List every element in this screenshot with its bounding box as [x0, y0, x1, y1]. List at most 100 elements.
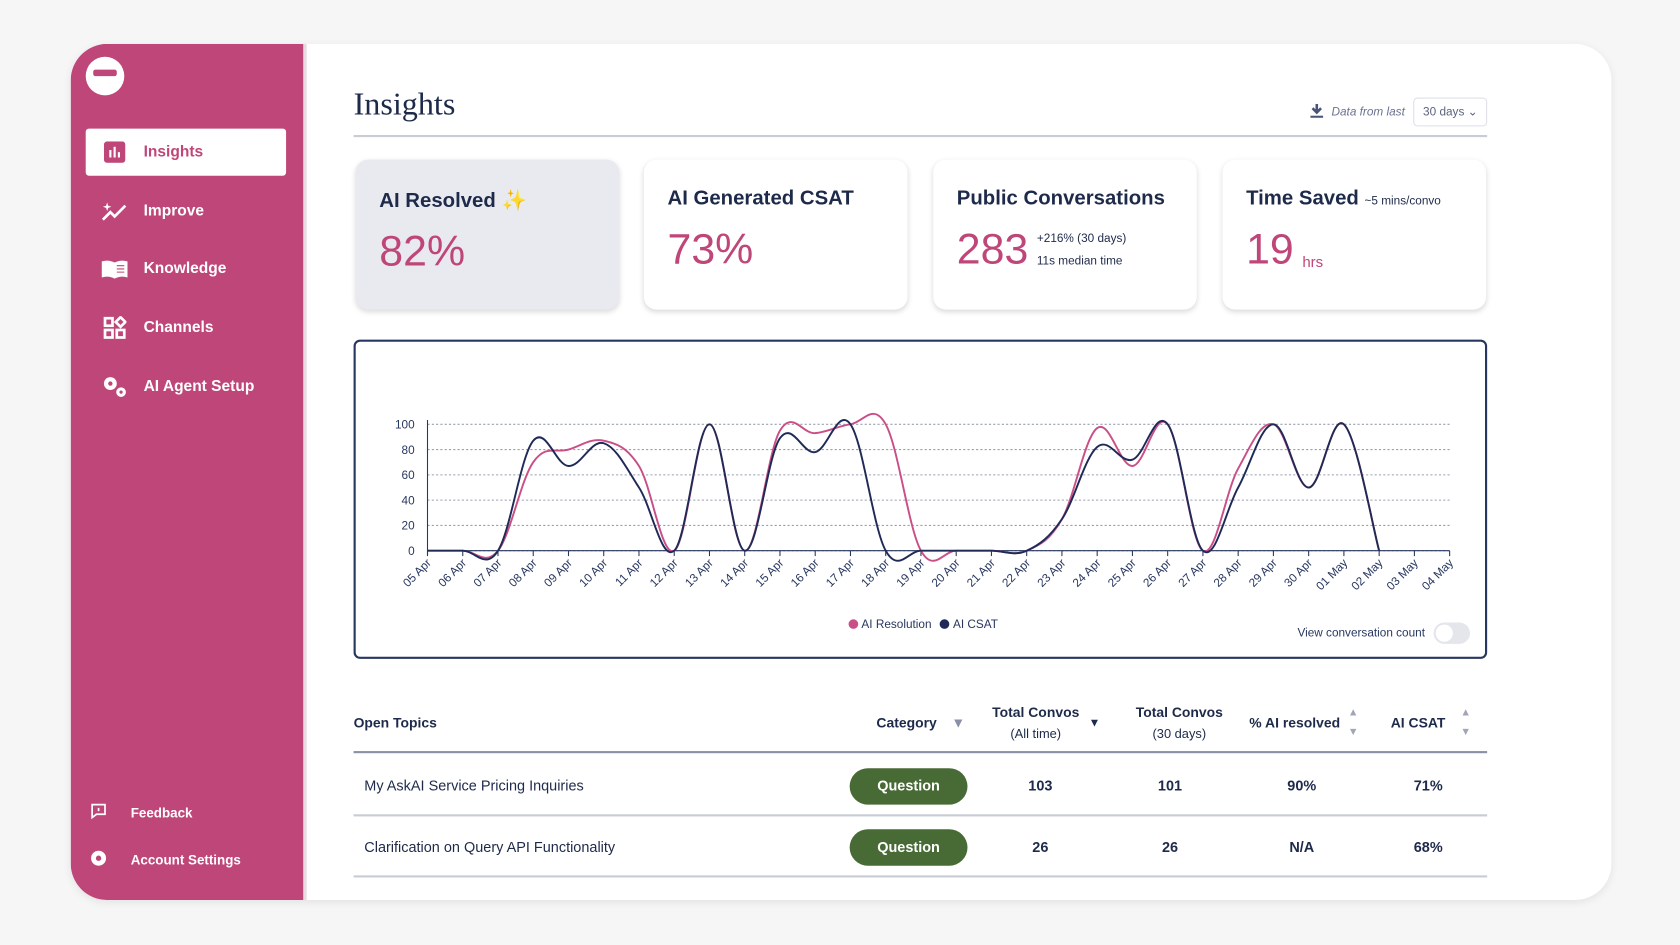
card-value: 82%: [379, 228, 466, 276]
range-select[interactable]: 30 days ⌄: [1413, 97, 1488, 127]
col-label: Category: [876, 714, 937, 731]
x-tick-label: 15 Apr: [753, 556, 786, 589]
main-content: Insights Data from last 30 days ⌄ AI Res…: [353, 44, 1612, 900]
stat-card-public-conversations: Public Conversations 283 +216% (30 days) 1…: [933, 159, 1197, 310]
card-value: 19: [1246, 226, 1294, 274]
sidebar-item-feedback[interactable]: Feedback: [90, 803, 193, 823]
col-sublabel: (30 days): [1152, 726, 1207, 742]
chart-legend: AI Resolution AI CSAT: [848, 618, 998, 632]
x-tick-label: 01 May: [1314, 556, 1351, 593]
card-value: 73%: [667, 226, 754, 274]
x-tick-label: 18 Apr: [859, 556, 892, 589]
x-tick-label: 09 Apr: [542, 556, 575, 589]
card-value: 283: [956, 226, 1029, 274]
table-row[interactable]: [354, 878, 1488, 900]
sidebar-item-label: Insights: [143, 143, 204, 161]
col-label: Total Convos: [992, 703, 1080, 721]
x-tick-label: 28 Apr: [1211, 556, 1244, 589]
col-category[interactable]: Category ▼: [876, 713, 965, 734]
conversation-count-toggle[interactable]: [1433, 622, 1471, 644]
total-30-days: 26: [1161, 838, 1179, 856]
table-header: Open Topics Category ▼ Total Convos (All …: [353, 693, 1488, 754]
x-tick-label: 26 Apr: [1141, 556, 1174, 589]
category-badge: Question: [849, 828, 968, 866]
y-tick-label: 80: [402, 444, 416, 457]
sidebar-item-insights[interactable]: Insights: [85, 128, 287, 176]
logo[interactable]: [85, 56, 125, 96]
sidebar-item-label: Feedback: [130, 805, 193, 821]
sidebar-item-improve[interactable]: Improve: [86, 188, 286, 235]
y-tick-label: 0: [408, 545, 415, 558]
ai-resolved: N/A: [1289, 838, 1315, 856]
x-tick-label: 22 Apr: [1000, 556, 1033, 589]
col-ai-resolved[interactable]: % AI resolved: [1249, 714, 1341, 731]
x-tick-label: 23 Apr: [1035, 556, 1068, 589]
stat-card-time-saved: Time Saved ~5 mins/convo 19 hrs: [1222, 159, 1487, 310]
x-tick-label: 05 Apr: [401, 556, 434, 589]
topic-name[interactable]: Clarification on Query API Functionality: [364, 838, 616, 856]
stat-card-ai-csat: AI Generated CSAT 73%: [643, 159, 908, 310]
series-line-ai-csat: [427, 419, 1381, 562]
filter-icon[interactable]: ▼: [951, 714, 966, 731]
sort-desc-icon[interactable]: ▼: [1088, 716, 1101, 730]
y-tick-label: 60: [402, 469, 416, 482]
range-value: 30 days: [1423, 106, 1465, 119]
x-tick-label: 08 Apr: [506, 556, 539, 589]
col-ai-csat[interactable]: AI CSAT: [1390, 714, 1446, 731]
x-tick-label: 14 Apr: [718, 556, 751, 589]
legend-item-ai-csat[interactable]: AI CSAT: [940, 618, 998, 631]
x-tick-label: 27 Apr: [1176, 556, 1209, 589]
sidebar-item-ai-agent-setup[interactable]: AI Agent Setup: [86, 363, 286, 410]
col-open-topics: Open Topics: [353, 714, 437, 731]
chart-panel: 0 20 40 60 80 100 05 Apr 06 Apr 07 Apr 08 Apr 09 A…: [353, 339, 1488, 659]
legend-label: AI CSAT: [952, 618, 998, 632]
sidebar-item-channels[interactable]: Channels: [86, 304, 286, 351]
total-30-days: 101: [1157, 777, 1183, 794]
card-note: ~5 mins/convo: [1364, 195, 1441, 208]
sidebar-item-knowledge[interactable]: Knowledge: [86, 245, 286, 292]
col-total-all-time[interactable]: Total Convos (All time): [992, 702, 1079, 745]
x-tick-label: 07 Apr: [471, 556, 504, 589]
chevron-down-icon: ⌄: [1467, 106, 1478, 119]
x-tick-label: 04 May: [1420, 556, 1457, 593]
y-tick-label: 40: [402, 494, 416, 507]
sidebar-item-label: Account Settings: [130, 852, 241, 868]
col-sublabel: (All time): [1010, 726, 1062, 742]
x-tick-label: 03 May: [1384, 556, 1421, 593]
download-icon[interactable]: [1310, 103, 1323, 120]
series-line-ai-resolution: [427, 412, 1381, 562]
card-unit: hrs: [1302, 252, 1324, 271]
x-tick-label: 06 Apr: [436, 556, 469, 589]
legend-item-ai-resolution[interactable]: AI Resolution: [848, 618, 932, 632]
toggle-label: View conversation count: [1297, 626, 1426, 640]
table-row[interactable]: Clarification on Query API Functionality…: [353, 816, 1488, 878]
line-chart: 0 20 40 60 80 100 05 Apr 06 Apr 07 Apr 08 Apr 09 A…: [395, 412, 1457, 593]
divider: [353, 135, 1488, 138]
total-all-time: 103: [1028, 777, 1053, 794]
x-tick-label: 10 Apr: [577, 556, 610, 589]
sort-icon[interactable]: ▲ ▼: [1347, 707, 1359, 739]
sparkles-icon: ✨: [501, 189, 527, 213]
card-title: Time Saved: [1246, 187, 1359, 211]
x-tick-label: 12 Apr: [647, 556, 680, 589]
topic-name[interactable]: My AskAI Service Pricing Inquiries: [364, 777, 584, 794]
feedback-icon: [90, 803, 131, 823]
table-row[interactable]: My AskAI Service Pricing Inquiries Quest…: [353, 755, 1488, 817]
x-tick-label: 30 Apr: [1282, 556, 1315, 589]
sparkle-trend-icon: [86, 200, 144, 221]
data-from-label: Data from last: [1331, 105, 1405, 119]
page-title: Insights: [353, 86, 456, 123]
sidebar-item-account-settings[interactable]: Account Settings: [90, 850, 241, 870]
x-tick-label: 29 Apr: [1247, 556, 1280, 589]
legend-label: AI Resolution: [861, 618, 932, 632]
x-tick-label: 21 Apr: [965, 556, 998, 589]
sidebar-item-label: Improve: [143, 202, 205, 220]
stat-card-ai-resolved: AI Resolved ✨ 82%: [355, 159, 620, 310]
sort-icon[interactable]: ▲ ▼: [1460, 707, 1471, 739]
col-total-30-days[interactable]: Total Convos (30 days): [1136, 702, 1223, 745]
gear-icon: [90, 850, 131, 870]
grid-icon: [86, 316, 144, 340]
x-tick-label: 16 Apr: [788, 556, 821, 589]
ai-csat: 71%: [1413, 777, 1443, 794]
x-tick-label: 11 Apr: [613, 556, 646, 589]
